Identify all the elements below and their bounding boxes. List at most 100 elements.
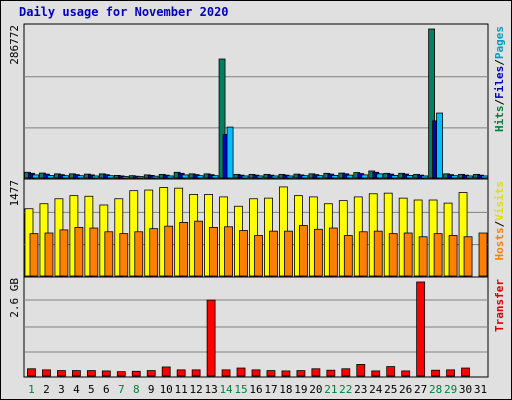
bar-hosts-day-8 bbox=[134, 231, 144, 277]
day-label-17: 17 bbox=[264, 383, 277, 396]
series-label-part: / bbox=[493, 59, 506, 66]
bar-hosts-day-18 bbox=[284, 230, 293, 277]
bar-pages-day-14 bbox=[226, 126, 234, 179]
bar-hosts-day-7 bbox=[119, 233, 129, 277]
bar-pages-day-19 bbox=[301, 175, 309, 179]
bar-hosts-day-12 bbox=[194, 220, 204, 277]
day-label-5: 5 bbox=[88, 383, 95, 396]
bar-pages-day-15 bbox=[241, 175, 249, 179]
bar-pages-day-18 bbox=[286, 175, 294, 179]
day-label-10: 10 bbox=[160, 383, 173, 396]
bar-pages-day-31 bbox=[481, 175, 488, 179]
bar-hosts-day-27 bbox=[418, 236, 428, 277]
bar-pages-day-22 bbox=[346, 174, 354, 179]
bar-pages-day-13 bbox=[211, 175, 219, 179]
day-label-3: 3 bbox=[58, 383, 65, 396]
day-label-31: 31 bbox=[474, 383, 487, 396]
day-label-20: 20 bbox=[309, 383, 322, 396]
bar-hosts-day-4 bbox=[74, 227, 84, 277]
series-label-part: Pages bbox=[493, 26, 506, 59]
bar-transfer-day-22 bbox=[341, 368, 351, 377]
bar-hosts-day-11 bbox=[179, 222, 189, 277]
bar-transfer-day-29 bbox=[446, 369, 455, 377]
bar-pages-day-1 bbox=[32, 174, 39, 179]
day-label-16: 16 bbox=[249, 383, 262, 396]
y-max-label-hits_files_pages: 286772 bbox=[8, 25, 21, 65]
series-label-part: Files bbox=[493, 66, 506, 99]
bar-hosts-day-19 bbox=[299, 225, 308, 277]
bar-hosts-day-1 bbox=[29, 233, 39, 277]
day-label-14: 14 bbox=[219, 383, 233, 396]
bar-hosts-day-16 bbox=[254, 235, 263, 277]
bar-pages-day-4 bbox=[76, 175, 84, 179]
bar-transfer-day-28 bbox=[431, 369, 441, 377]
series-label-part: Hits bbox=[493, 106, 506, 133]
panel-hits_files_pages-background bbox=[23, 23, 489, 180]
bar-transfer-day-18 bbox=[281, 370, 291, 377]
bar-pages-day-30 bbox=[466, 175, 473, 179]
bar-transfer-day-1 bbox=[27, 368, 36, 377]
bar-hosts-day-25 bbox=[388, 233, 398, 277]
day-label-22: 22 bbox=[339, 383, 352, 396]
day-label-13: 13 bbox=[204, 383, 217, 396]
bar-pages-day-29 bbox=[451, 175, 458, 179]
series-label-visits_hosts: Hosts/Visits bbox=[493, 181, 506, 261]
day-label-27: 27 bbox=[414, 383, 427, 396]
day-label-21: 21 bbox=[324, 383, 337, 396]
bar-pages-day-7 bbox=[121, 176, 129, 179]
series-label-hits_files_pages: Hits/Files/Pages bbox=[493, 26, 506, 132]
bar-pages-day-5 bbox=[91, 175, 99, 179]
bar-transfer-day-26 bbox=[401, 370, 411, 377]
bar-transfer-day-13 bbox=[206, 299, 216, 377]
bar-hosts-day-14 bbox=[224, 226, 233, 277]
bar-transfer-day-11 bbox=[176, 369, 186, 377]
bar-pages-day-27 bbox=[421, 175, 429, 179]
bar-transfer-day-20 bbox=[311, 368, 321, 377]
bar-pages-day-25 bbox=[391, 175, 399, 179]
bar-pages-day-10 bbox=[166, 175, 174, 179]
day-label-30: 30 bbox=[459, 383, 472, 396]
bar-transfer-day-23 bbox=[356, 364, 366, 377]
bar-hosts-day-5 bbox=[89, 227, 99, 277]
bar-hosts-day-13 bbox=[209, 227, 218, 277]
bar-pages-day-9 bbox=[151, 175, 159, 179]
series-label-part: Hosts bbox=[493, 227, 506, 260]
bar-hosts-day-9 bbox=[149, 228, 159, 277]
day-label-2: 2 bbox=[43, 383, 50, 396]
bar-hosts-day-3 bbox=[59, 229, 69, 277]
day-label-18: 18 bbox=[279, 383, 292, 396]
bar-visits-day-30 bbox=[458, 192, 468, 277]
day-label-15: 15 bbox=[234, 383, 247, 396]
bar-transfer-day-17 bbox=[266, 370, 276, 377]
series-label-part: / bbox=[493, 220, 506, 227]
day-label-19: 19 bbox=[294, 383, 307, 396]
bar-hosts-day-6 bbox=[104, 231, 114, 277]
bar-hits-day-14 bbox=[218, 58, 226, 179]
day-label-29: 29 bbox=[444, 383, 457, 396]
bar-transfer-day-12 bbox=[191, 369, 201, 377]
bar-hosts-day-29 bbox=[448, 235, 458, 277]
day-label-9: 9 bbox=[148, 383, 155, 396]
day-label-28: 28 bbox=[429, 383, 442, 396]
day-label-26: 26 bbox=[399, 383, 412, 396]
bar-pages-day-12 bbox=[196, 175, 204, 179]
bar-transfer-day-21 bbox=[326, 369, 336, 377]
day-label-8: 8 bbox=[133, 383, 140, 396]
bar-transfer-day-16 bbox=[251, 369, 261, 377]
bar-pages-day-2 bbox=[47, 175, 54, 179]
bar-transfer-day-6 bbox=[101, 370, 111, 377]
bar-hosts-day-22 bbox=[343, 235, 353, 277]
bar-pages-day-20 bbox=[316, 175, 324, 179]
bar-pages-day-28 bbox=[436, 112, 444, 179]
bar-transfer-day-9 bbox=[146, 370, 156, 377]
bar-transfer-day-25 bbox=[386, 366, 396, 377]
bar-hits-day-28 bbox=[428, 28, 436, 179]
bar-transfer-day-27 bbox=[416, 281, 426, 377]
day-label-4: 4 bbox=[73, 383, 80, 396]
bar-hosts-day-31 bbox=[478, 232, 488, 277]
bar-pages-day-24 bbox=[376, 173, 384, 179]
series-label-part: Visits bbox=[493, 181, 506, 221]
bar-hosts-day-21 bbox=[328, 227, 338, 277]
bar-pages-day-11 bbox=[181, 174, 189, 179]
